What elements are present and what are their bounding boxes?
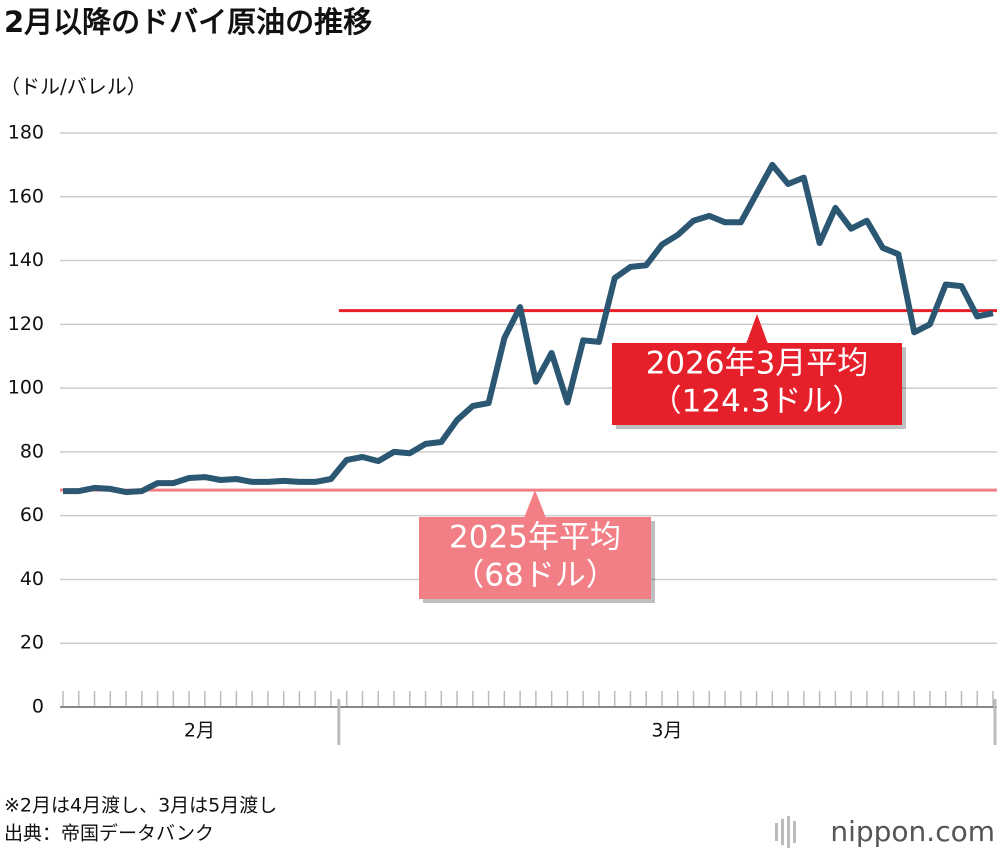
y-tick-label: 160 bbox=[8, 185, 44, 207]
brand-icon bbox=[775, 816, 796, 848]
y-tick-label: 180 bbox=[8, 122, 44, 144]
annotation-box bbox=[419, 517, 651, 599]
x-tick-label: 3月 bbox=[651, 720, 682, 742]
annotation-text: 2026年3月平均 bbox=[646, 346, 869, 382]
y-tick-label: 60 bbox=[20, 504, 44, 526]
chart-title: 2月以降のドバイ原油の推移 bbox=[4, 5, 372, 39]
y-tick-label: 40 bbox=[20, 568, 44, 590]
y-tick-label: 100 bbox=[8, 377, 44, 399]
brand: nippon.com bbox=[830, 815, 995, 848]
annotation-text: （124.3ドル） bbox=[651, 384, 864, 420]
y-tick-label: 0 bbox=[32, 696, 44, 718]
annotation-pointer bbox=[746, 314, 768, 344]
data-line bbox=[63, 161, 994, 496]
source: 出典：帝国データバンク bbox=[4, 823, 214, 845]
y-tick-label: 80 bbox=[20, 440, 44, 462]
annotation: 2025年平均（68ドル） bbox=[419, 490, 655, 603]
y-tick-label: 120 bbox=[8, 313, 44, 335]
annotation-pointer bbox=[524, 490, 546, 518]
x-tick-label: 2月 bbox=[184, 720, 215, 742]
annotation-box bbox=[612, 343, 902, 425]
annotation-text: （68ドル） bbox=[453, 558, 616, 594]
y-tick-label: 140 bbox=[8, 249, 44, 271]
annotation-text: 2025年平均 bbox=[449, 520, 621, 556]
y-tick-label: 20 bbox=[20, 632, 44, 654]
annotation: 2026年3月平均（124.3ドル） bbox=[612, 314, 906, 429]
y-axis-label: （ドル/バレル） bbox=[0, 75, 147, 99]
note: ※2月は4月渡し、3月は5月渡し bbox=[4, 795, 277, 817]
